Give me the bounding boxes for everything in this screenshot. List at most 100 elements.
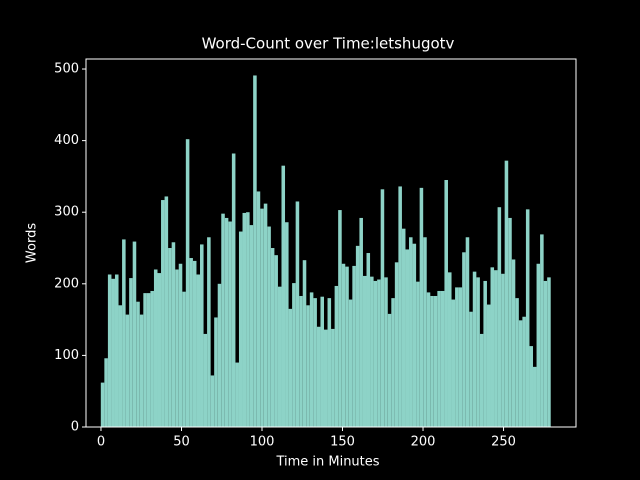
bar (231, 153, 236, 427)
bar (175, 269, 179, 427)
bar (444, 179, 448, 427)
bar (281, 165, 286, 427)
bar (472, 271, 477, 427)
bar (547, 277, 551, 427)
bar (334, 285, 339, 427)
bar (451, 299, 456, 427)
bar (164, 196, 169, 427)
bar (423, 237, 427, 427)
bar (178, 263, 183, 427)
bar (426, 292, 431, 427)
bar (373, 280, 378, 427)
y-tick-label: 400 (54, 133, 79, 148)
bar (285, 222, 289, 427)
x-tick-label: 50 (173, 435, 190, 450)
bar (465, 237, 470, 427)
bar (518, 320, 523, 427)
bar (543, 280, 548, 427)
bar (143, 293, 147, 427)
bar (387, 313, 392, 427)
bar (207, 237, 211, 427)
bar (118, 305, 123, 427)
bar (323, 329, 328, 427)
bar (224, 217, 229, 427)
bar (331, 328, 335, 427)
bar (182, 291, 186, 427)
bar (260, 208, 264, 427)
bar (394, 262, 399, 427)
bar (536, 263, 541, 427)
bar (299, 295, 303, 427)
bar (533, 366, 537, 427)
bar (136, 301, 140, 427)
bar (370, 276, 374, 427)
bar (316, 326, 321, 427)
bar (267, 226, 271, 427)
x-tick-label: 150 (330, 435, 355, 450)
bar (320, 296, 324, 427)
bar (525, 209, 530, 427)
bar (359, 217, 363, 427)
bar (412, 243, 417, 427)
bar (189, 258, 193, 427)
bar (327, 298, 332, 427)
bar (114, 274, 119, 427)
bar (511, 259, 516, 427)
bar (458, 287, 463, 427)
x-tick-label: 0 (97, 435, 105, 450)
bar (313, 298, 317, 427)
bar (111, 278, 115, 427)
bar (338, 210, 342, 427)
bar (433, 295, 438, 427)
bar (345, 266, 349, 427)
bar (210, 375, 215, 427)
bar (540, 234, 544, 427)
bar (292, 283, 296, 427)
y-tick-label: 100 (54, 348, 79, 363)
y-tick-label: 200 (54, 276, 79, 291)
bar (306, 305, 310, 427)
bar (221, 213, 225, 427)
bar (455, 287, 459, 427)
bar (362, 275, 367, 427)
bar (139, 314, 144, 427)
bar (217, 283, 222, 427)
bar (440, 290, 445, 427)
bar (249, 225, 254, 427)
x-tick-label: 100 (250, 435, 275, 450)
bar (125, 314, 130, 427)
bar (494, 270, 498, 427)
bar (366, 253, 371, 427)
bar (196, 274, 201, 427)
bar (430, 295, 434, 427)
bar (238, 231, 243, 427)
bar (355, 245, 360, 427)
x-tick-label: 250 (491, 435, 516, 450)
bar (104, 358, 108, 427)
bar (246, 212, 250, 427)
bar (352, 265, 356, 427)
bar (348, 299, 353, 427)
bar (274, 255, 278, 427)
x-axis-label: Time in Minutes (275, 455, 379, 470)
bar (132, 241, 137, 427)
bar (146, 293, 151, 427)
bar (405, 249, 410, 427)
bar (401, 228, 406, 427)
bar (447, 272, 452, 427)
bar (490, 267, 495, 427)
bar (462, 252, 466, 427)
bar (153, 269, 158, 427)
bar (419, 187, 424, 427)
bar (203, 333, 208, 427)
bar (253, 75, 257, 428)
bar (214, 317, 218, 427)
bar (288, 308, 293, 427)
bar (157, 273, 162, 427)
bar (185, 139, 190, 427)
bar (479, 333, 484, 427)
bar (398, 186, 402, 427)
bar (295, 201, 300, 427)
bar (270, 248, 275, 427)
